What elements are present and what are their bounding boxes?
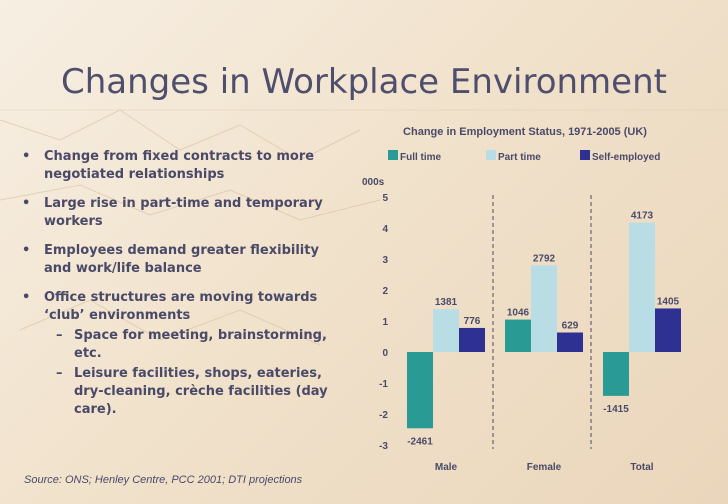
data-label: 629 xyxy=(562,321,579,332)
sub-bullet-text: Space for meeting, brainstorming, etc. xyxy=(74,328,327,361)
page-title: Changes in Workplace Environment xyxy=(61,62,667,102)
bullet-marker: • xyxy=(22,243,31,258)
legend-label: Full time xyxy=(400,152,442,163)
legend-swatch xyxy=(580,150,590,160)
data-label: -2461 xyxy=(407,436,433,447)
source-note: Source: ONS; Henley Centre, PCC 2001; DT… xyxy=(24,474,303,486)
sub-bullet-marker: – xyxy=(56,366,63,381)
bullet-marker: • xyxy=(22,149,31,164)
x-category-label: Total xyxy=(630,462,653,473)
data-label: 1381 xyxy=(435,297,458,308)
bullet-item: • Change from fixed contracts to more neg… xyxy=(22,148,342,184)
bar-self-employed xyxy=(459,327,485,352)
sub-bullet-text: Leisure facilities, shops, eateries, dry… xyxy=(74,366,328,417)
data-label: -1415 xyxy=(603,404,629,415)
x-category-label: Male xyxy=(435,462,458,473)
bar-full-time xyxy=(407,352,433,429)
sub-bullet-item: – Leisure facilities, shops, eateries, dr… xyxy=(22,365,342,419)
bar-self-employed xyxy=(655,308,681,352)
legend-label: Part time xyxy=(498,152,541,163)
y-tick-label: 4 xyxy=(382,224,388,235)
bar-part-time xyxy=(433,309,459,352)
y-tick-label: 0 xyxy=(382,348,388,359)
bar-part-time xyxy=(629,222,655,352)
chart-title: Change in Employment Status, 1971-2005 (… xyxy=(403,126,647,138)
data-label: 2792 xyxy=(533,253,556,264)
y-tick-label: 2 xyxy=(382,286,388,297)
sub-bullet-item: – Space for meeting, brainstorming, etc. xyxy=(22,327,342,363)
legend-swatch xyxy=(486,150,496,160)
bullet-item: • Office structures are moving towards ‘c… xyxy=(22,289,342,325)
data-label: 1046 xyxy=(507,308,530,319)
bullet-text: Office structures are moving towards ‘cl… xyxy=(44,290,318,323)
data-label: 1405 xyxy=(657,296,680,307)
bullet-text: Employees demand greater flexibility and… xyxy=(44,243,319,276)
data-label: 4173 xyxy=(631,211,654,222)
y-tick-label: -3 xyxy=(379,441,388,452)
x-category-label: Female xyxy=(527,462,562,473)
bar-full-time xyxy=(603,352,629,396)
sub-bullet-marker: – xyxy=(56,328,63,343)
y-tick-label: 3 xyxy=(382,255,388,266)
legend-label: Self-employed xyxy=(592,152,660,163)
data-label: 776 xyxy=(464,316,481,327)
bullet-text: Change from fixed contracts to more nego… xyxy=(44,149,315,182)
y-tick-label: 1 xyxy=(382,317,388,328)
bullet-text: Large rise in part-time and temporary wo… xyxy=(44,196,323,229)
y-tick-label: -1 xyxy=(379,379,388,390)
bar-full-time xyxy=(505,319,531,352)
y-tick-label: -2 xyxy=(379,410,388,421)
bullet-item: • Employees demand greater flexibility an… xyxy=(22,242,342,278)
y-tick-label: 5 xyxy=(382,193,388,204)
bullet-list: • Change from fixed contracts to more neg… xyxy=(22,148,342,421)
bullet-marker: • xyxy=(22,290,31,305)
bar-self-employed xyxy=(557,332,583,352)
bar-part-time xyxy=(531,265,557,352)
bullet-item: • Large rise in part-time and temporary w… xyxy=(22,195,342,231)
y-axis-label: 000s xyxy=(362,177,385,188)
bullet-marker: • xyxy=(22,196,31,211)
legend-swatch xyxy=(388,150,398,160)
